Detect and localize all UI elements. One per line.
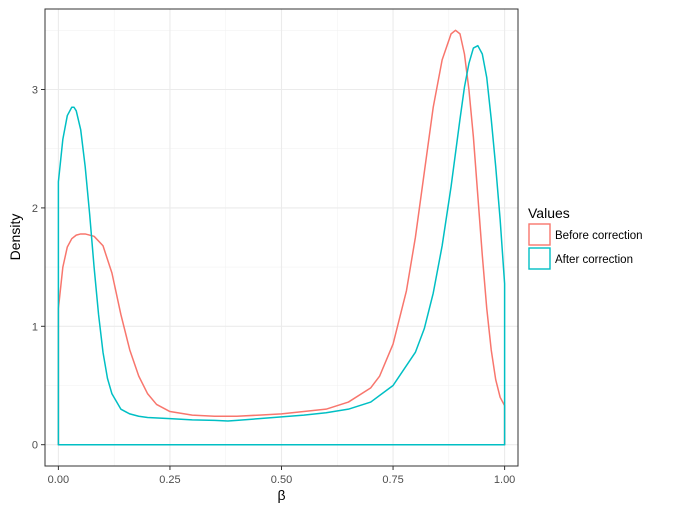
legend-label: Before correction xyxy=(555,230,643,242)
density-curve-before-correction xyxy=(57,29,506,446)
legend-items: Before correction After correction xyxy=(528,223,643,270)
legend-label: After correction xyxy=(555,254,633,266)
legend-key xyxy=(528,223,551,246)
x-tick-label: 1.00 xyxy=(494,474,515,486)
legend-key xyxy=(528,247,551,270)
y-tick-label: 0 xyxy=(32,440,38,452)
y-axis-title: Density xyxy=(7,214,23,261)
y-tick-label: 1 xyxy=(32,321,38,333)
x-tick-label: 0.00 xyxy=(48,474,69,486)
x-tick-label: 0.75 xyxy=(382,474,403,486)
x-axis-title: β xyxy=(277,487,285,503)
density-curve-after-correction xyxy=(57,44,506,446)
x-axis: 0.00 0.25 0.50 0.75 1.00 xyxy=(48,466,515,486)
y-tick-label: 2 xyxy=(32,203,38,215)
legend: Values Before correction After correction xyxy=(528,205,643,270)
x-tick-label: 0.25 xyxy=(159,474,180,486)
legend-title: Values xyxy=(528,205,570,221)
y-tick-label: 3 xyxy=(32,85,38,97)
x-tick-label: 0.50 xyxy=(271,474,292,486)
y-axis: 0 1 2 3 xyxy=(32,85,45,452)
series-layer xyxy=(57,29,506,446)
